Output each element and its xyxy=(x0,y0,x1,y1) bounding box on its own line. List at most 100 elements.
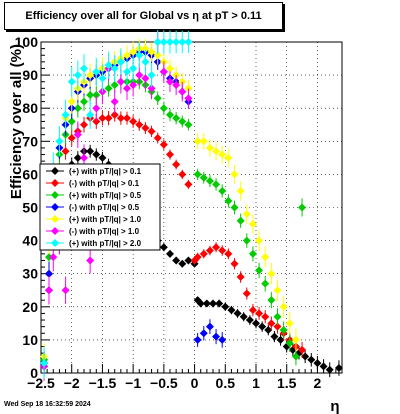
data-point xyxy=(236,186,245,195)
x-tick-label: 0.5 xyxy=(216,375,236,391)
data-point xyxy=(116,57,125,66)
data-point xyxy=(255,266,264,275)
data-point xyxy=(279,325,288,334)
data-point xyxy=(199,137,208,146)
data-point xyxy=(159,140,168,149)
data-point xyxy=(44,269,53,278)
data-point xyxy=(212,180,221,189)
legend-label: (+) with pT/|q| > 1.0 xyxy=(69,215,142,224)
footer-timestamp: Wed Sep 18 16:32:59 2024 xyxy=(4,401,91,408)
data-point xyxy=(184,84,193,93)
data-point xyxy=(159,67,168,76)
data-point xyxy=(172,160,181,169)
x-tick-label: −1.5 xyxy=(89,375,117,391)
data-point xyxy=(178,38,187,46)
data-point xyxy=(92,67,101,76)
data-point xyxy=(44,253,53,262)
data-point xyxy=(199,249,208,258)
data-point xyxy=(193,137,202,146)
y-tick-label: 10 xyxy=(22,332,38,348)
data-point xyxy=(264,325,273,334)
data-point xyxy=(221,302,230,311)
data-point xyxy=(104,84,113,93)
data-point xyxy=(49,253,58,262)
data-point xyxy=(205,246,214,255)
data-point xyxy=(129,81,138,90)
data-point xyxy=(270,332,279,341)
data-point xyxy=(242,289,251,298)
data-point xyxy=(40,359,49,368)
data-point xyxy=(224,249,233,258)
x-tick-label: −0.5 xyxy=(150,375,178,391)
data-point xyxy=(236,216,245,225)
data-point xyxy=(178,117,187,126)
data-point xyxy=(147,84,156,93)
y-tick-label: 30 xyxy=(22,266,38,282)
data-point xyxy=(267,296,276,305)
data-point xyxy=(334,364,343,373)
data-point xyxy=(298,203,307,212)
x-tick-label: −1 xyxy=(125,375,141,391)
data-point xyxy=(178,77,187,86)
data-point xyxy=(233,309,242,318)
y-axis-label: Efficiency over all (%) xyxy=(8,44,25,199)
y-tick-label: 0 xyxy=(30,365,38,381)
data-point xyxy=(55,137,64,146)
series-group xyxy=(40,30,343,381)
y-tick-label: 50 xyxy=(22,200,38,216)
data-point xyxy=(67,97,76,106)
data-point xyxy=(129,117,138,126)
data-point xyxy=(313,359,322,368)
data-point xyxy=(166,249,174,258)
data-point xyxy=(159,104,168,113)
data-point xyxy=(224,153,233,162)
data-point xyxy=(141,57,150,66)
data-point xyxy=(98,74,107,83)
data-point xyxy=(80,120,88,129)
data-point xyxy=(166,77,174,86)
x-axis-label: η xyxy=(330,398,339,414)
data-point xyxy=(92,90,101,99)
data-point xyxy=(166,64,174,73)
data-point xyxy=(141,44,150,53)
data-point xyxy=(258,322,267,331)
chart-title-box: Efficiency over all for Global vs η at p… xyxy=(4,2,283,30)
legend-marker xyxy=(51,239,59,247)
data-point xyxy=(178,170,187,179)
data-point xyxy=(92,104,101,113)
data-point xyxy=(110,97,119,106)
data-point xyxy=(73,153,82,162)
data-point xyxy=(239,312,248,321)
data-point xyxy=(86,90,95,99)
data-point xyxy=(123,51,131,60)
x-tick-label: 1.5 xyxy=(277,375,297,391)
data-point xyxy=(193,253,202,262)
data-point xyxy=(67,117,76,126)
data-point xyxy=(135,51,144,60)
data-point xyxy=(205,143,214,152)
data-point xyxy=(80,153,88,162)
data-point xyxy=(285,339,294,348)
data-point xyxy=(123,67,131,76)
data-point xyxy=(248,306,257,315)
data-point xyxy=(261,253,270,262)
data-point xyxy=(291,352,300,361)
data-point xyxy=(153,133,162,142)
data-point xyxy=(61,110,70,119)
data-point xyxy=(178,259,187,268)
data-point xyxy=(86,256,95,265)
data-point xyxy=(230,170,239,179)
data-point xyxy=(273,312,282,321)
data-point xyxy=(61,286,70,295)
legend-marker xyxy=(51,215,59,223)
legend-marker xyxy=(51,227,59,235)
data-point xyxy=(245,316,254,325)
data-point xyxy=(159,38,168,46)
data-point xyxy=(172,256,181,265)
data-point xyxy=(307,355,316,364)
legend-label: (+) with pT/|q| > 0.1 xyxy=(69,167,142,176)
data-point xyxy=(98,114,107,123)
y-tick-label: 80 xyxy=(22,100,38,116)
data-point xyxy=(73,130,82,139)
